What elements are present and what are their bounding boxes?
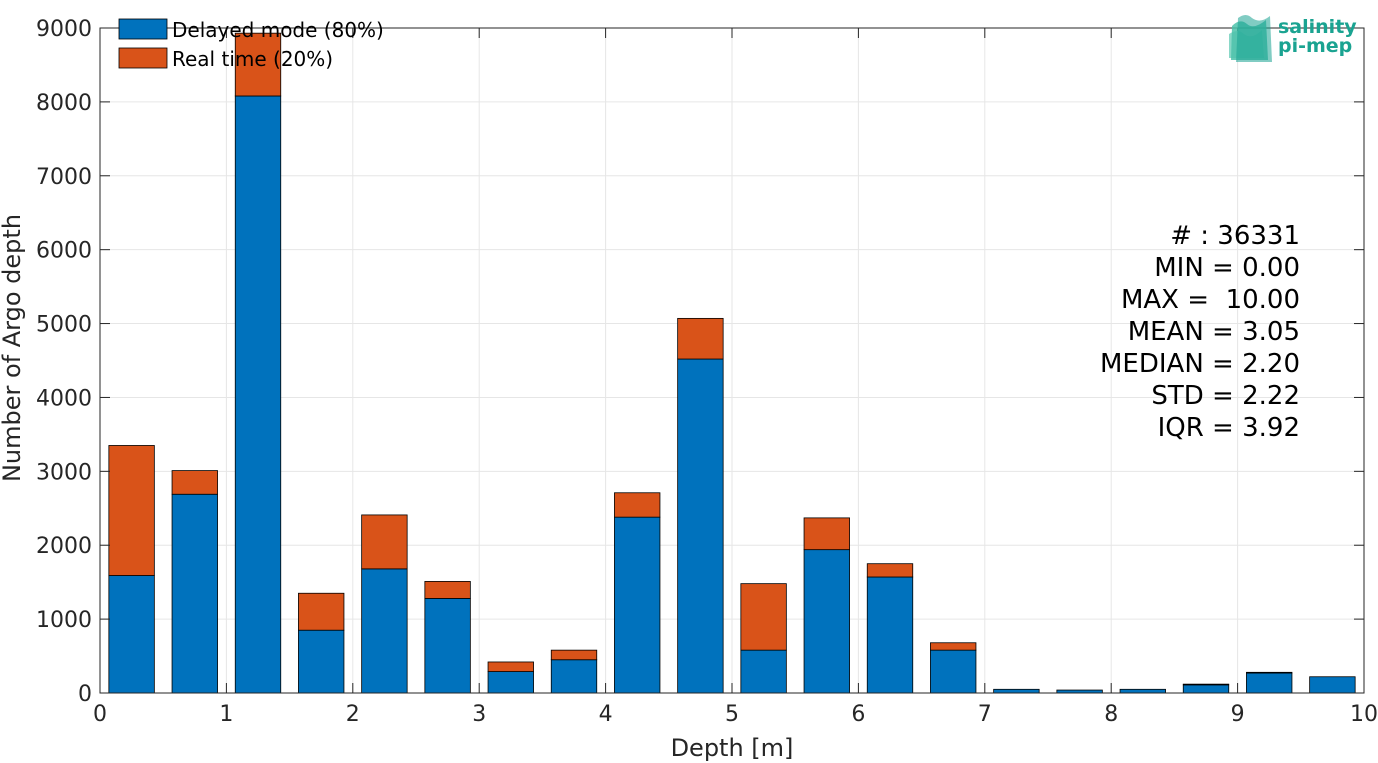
bar-real-time [803,517,850,551]
y-tick-label: 6000 [36,239,92,264]
bar-real-time [487,661,534,672]
bar-real-time [1246,671,1293,674]
y-tick-label: 1000 [36,608,92,633]
axis-ticks: 0 1 2 3 4 5 6 7 8 9 10 0 1000 2000 3000 4000 5000 6000 700… [36,17,1378,727]
bar-delayed-mode [614,516,661,694]
x-tick-label: 7 [978,702,992,727]
y-tick-label: 7000 [36,165,92,190]
bar-delayed-mode [803,549,850,694]
y-tick-label: 4000 [36,386,92,411]
x-axis-label: Depth [m] [671,734,794,762]
bar-delayed-mode [866,576,914,694]
x-tick-label: 3 [472,702,486,727]
legend-label-delayed: Delayed mode (80%) [172,18,384,42]
bar-real-time [298,592,345,631]
y-tick-label: 3000 [36,460,92,485]
bar-delayed-mode [361,568,408,694]
bar-delayed-mode [171,493,218,694]
statistics-box: # : 36331 MIN = 0.00 MAX = 10.00 MEAN = … [1100,221,1300,443]
bar-real-time [424,581,471,599]
bar-real-time [930,642,977,651]
stat-max: MAX = 10.00 [1121,285,1300,315]
x-tick-label: 0 [93,702,107,727]
bar-real-time [234,32,282,97]
bar-real-time [361,514,408,570]
salinity-pimep-logo: salinity pi-mep [1229,15,1357,62]
stat-median: MEDIAN = 2.20 [1100,349,1300,379]
x-tick-label: 8 [1104,702,1118,727]
y-tick-label: 0 [78,682,92,707]
stat-std: STD = 2.22 [1151,381,1300,411]
bar-real-time [677,317,724,360]
bar-delayed-mode [487,671,534,694]
stat-iqr: IQR = 3.92 [1158,413,1300,443]
y-tick-label: 5000 [36,313,92,338]
logo-line-1: salinity [1278,16,1357,38]
legend-label-realtime: Real time (20%) [172,47,333,71]
x-tick-label: 1 [219,702,233,727]
bar-delayed-mode [108,575,155,694]
stat-count: # : 36331 [1170,221,1300,251]
y-tick-label: 2000 [36,534,92,559]
bar-delayed-mode [1182,684,1230,694]
bar-real-time [171,470,218,495]
y-axis-label: Number of Argo depth [0,214,26,482]
bar-real-time [108,445,155,576]
bar-delayed-mode [677,358,724,694]
bar-real-time [740,583,787,651]
legend-swatch-realtime [118,47,168,69]
logo-wave-icon [1229,15,1272,62]
bar-delayed-mode [1119,688,1166,694]
bar-delayed-mode [930,649,977,694]
y-tick-label: 8000 [36,91,92,116]
bar-real-time [550,649,598,661]
bar-delayed-mode [740,649,787,694]
bar-delayed-mode [1309,676,1356,694]
bar-delayed-mode [298,629,345,694]
x-tick-label: 10 [1350,702,1378,727]
bar-delayed-mode [234,95,282,694]
logo-line-2: pi-mep [1278,35,1352,57]
bar-delayed-mode [550,659,598,694]
bar-delayed-mode [1246,672,1293,694]
y-tick-label: 9000 [36,17,92,42]
legend-swatch-delayed [118,18,168,40]
x-tick-label: 6 [851,702,865,727]
stat-mean: MEAN = 3.05 [1128,317,1300,347]
bar-real-time [1182,683,1230,686]
stat-min: MIN = 0.00 [1154,253,1300,283]
x-tick-label: 9 [1231,702,1245,727]
x-tick-label: 4 [599,702,613,727]
bar-real-time [614,492,661,518]
x-tick-label: 5 [725,702,739,727]
bars [108,32,1356,694]
legend: Delayed mode (80%) Real time (20%) [118,18,384,71]
x-tick-label: 2 [346,702,360,727]
bar-delayed-mode [993,688,1040,694]
bar-real-time [866,563,914,578]
bar-delayed-mode [424,598,471,694]
